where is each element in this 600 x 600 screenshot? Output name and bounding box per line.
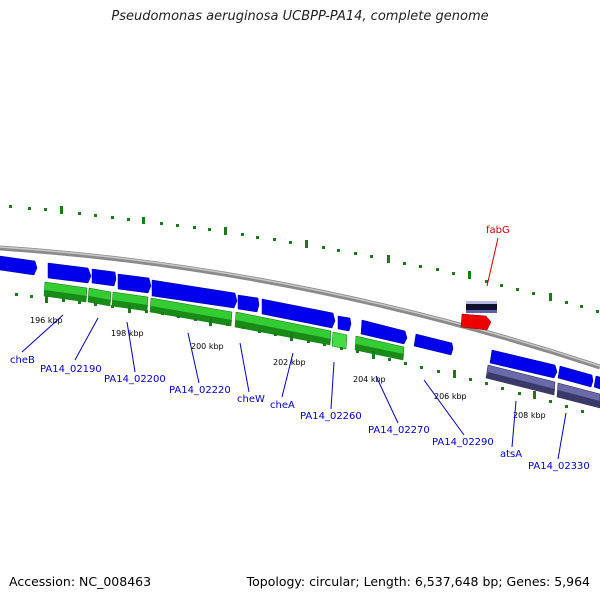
fabg-gene[interactable] <box>466 301 497 313</box>
outer-tick-ring <box>9 205 599 313</box>
topology-text: Topology: circular; Length: 6,537,648 bp… <box>246 574 590 589</box>
gene-label-pa14-02290: PA14_02290 <box>432 437 494 448</box>
label-leader-lines <box>21 314 567 460</box>
map-title: Pseudomonas aeruginosa UCBPP-PA14, compl… <box>111 9 489 24</box>
gene-label-cheb: cheB <box>10 355 35 366</box>
kbp-label: 198 kbp <box>111 329 144 338</box>
gene-labels: cheB PA14_02190 PA14_02200 PA14_02220 ch… <box>10 225 590 472</box>
gene-label-pa14-02270: PA14_02270 <box>368 425 430 436</box>
kbp-label: 196 kbp <box>30 316 63 325</box>
kbp-label: 206 kbp <box>434 392 467 401</box>
kbp-labels: 196 kbp 198 kbp 202 kbp 200 kbp 204 kbp … <box>30 316 546 420</box>
gene-label-atsa: atsA <box>500 449 522 460</box>
fabg-rna[interactable] <box>460 313 492 331</box>
gene-label-pa14-02220: PA14_02220 <box>169 385 231 396</box>
genome-backbone <box>0 245 600 370</box>
gene-label-chew: cheW <box>237 394 265 405</box>
kbp-label: 208 kbp <box>513 411 546 420</box>
gene-label-fabg: fabG <box>486 225 510 236</box>
kbp-label: 204 kbp <box>353 375 386 384</box>
reverse-genes-green[interactable] <box>43 281 405 361</box>
gene-label-pa14-02200: PA14_02200 <box>104 374 166 385</box>
accession-text: Accession: NC_008463 <box>9 574 152 589</box>
forward-genes[interactable] <box>0 255 600 390</box>
gene-label-chea: cheA <box>270 400 295 411</box>
kbp-label: 200 kbp <box>191 342 224 351</box>
kbp-label: 202 kbp <box>273 358 306 367</box>
fabg-leader-line <box>486 237 499 287</box>
gene-label-pa14-02260: PA14_02260 <box>300 411 362 422</box>
inner-tick-ring <box>15 293 584 413</box>
reverse-genes-purple[interactable] <box>485 364 600 409</box>
gene-label-pa14-02330: PA14_02330 <box>528 461 590 472</box>
gene-label-pa14-02190: PA14_02190 <box>40 364 102 375</box>
